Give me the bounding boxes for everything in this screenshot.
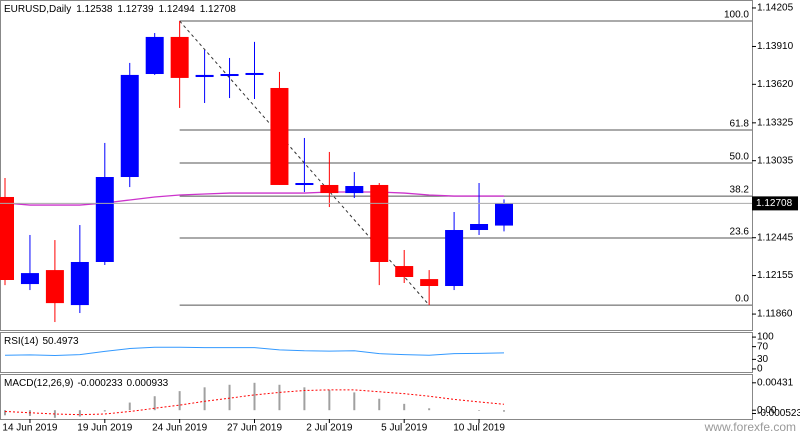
candle-body (495, 203, 513, 226)
candle-body (120, 74, 139, 178)
y-tick-label: 0.00431 (757, 377, 794, 388)
current-price: 1.12708 (756, 198, 793, 209)
candle-body (420, 279, 439, 287)
y-tick-label: -0.000523 (757, 408, 800, 419)
y-tick-label: 0.00 (757, 405, 777, 416)
y-tick-label: 1.11860 (757, 309, 793, 320)
indicator-title: MACD(12,26,9) -0.000233 0.000933 (4, 378, 169, 389)
indicator-name: RSI(14) (4, 336, 38, 347)
y-tick-label: 1.13620 (757, 79, 794, 90)
watermark: www.forexfe.com (704, 420, 796, 434)
fib-label: 23.6 (730, 227, 750, 238)
y-tick-label: 1.14205 (757, 3, 794, 14)
indicator-name: MACD(12,26,9) (4, 378, 73, 389)
rsi-pane (0, 332, 753, 373)
candle-body (45, 270, 64, 304)
header-high: 1.12739 (117, 4, 154, 15)
candle-body (270, 87, 289, 185)
candle-body (320, 184, 339, 194)
candle-body (295, 183, 314, 186)
fib-label: 50.0 (730, 152, 750, 163)
candle-body (345, 186, 364, 194)
y-tick-label: 1.13035 (757, 155, 794, 166)
y-tick-label: 30 (757, 354, 769, 365)
fib-label: 61.8 (730, 119, 750, 130)
candle-body (95, 177, 114, 262)
y-tick-label: 70 (757, 341, 769, 352)
candle-body (195, 74, 214, 78)
y-tick-label: 1.13325 (757, 117, 794, 128)
y-tick-label: 0 (757, 364, 763, 375)
y-tick-label: 1.12155 (757, 270, 794, 281)
macd-signal (4, 389, 505, 416)
x-tick-label: 5 Jul 2019 (381, 423, 428, 434)
candle-body (20, 273, 39, 285)
candle-body (0, 196, 14, 281)
macd-value: -0.000233 (77, 378, 122, 389)
candle-body (170, 36, 189, 78)
header-open: 1.12538 (76, 4, 113, 15)
rsi-line (4, 346, 505, 357)
x-tick-label: 19 Jun 2019 (77, 423, 132, 434)
candle-body (370, 184, 389, 262)
y-tick-label: 100 (757, 332, 774, 343)
moving-average (4, 191, 504, 206)
candle-body (395, 266, 414, 278)
signal-value: 0.000933 (127, 378, 169, 389)
candle-body (245, 72, 264, 75)
indicator-value: 50.4973 (42, 336, 79, 347)
macd-pane (0, 374, 753, 420)
header-low: 1.12494 (159, 4, 196, 15)
main-pane (0, 0, 753, 331)
x-tick-label: 27 Jun 2019 (227, 423, 282, 434)
fib-label: 38.2 (730, 185, 750, 196)
fib-label: 0.0 (735, 294, 749, 305)
x-tick-label: 14 Jun 2019 (2, 423, 57, 434)
x-tick-label: 24 Jun 2019 (152, 423, 207, 434)
y-tick-label: 1.13910 (757, 41, 794, 52)
price-box (752, 196, 798, 211)
indicator-title: RSI(14) 50.4973 (4, 336, 79, 347)
y-tick-label: 1.12445 (757, 232, 794, 243)
candle-body (145, 36, 164, 75)
candle-body (220, 74, 239, 77)
symbol: EURUSD,Daily (4, 4, 71, 15)
header-close: 1.12708 (200, 4, 237, 15)
candle-body (470, 224, 489, 231)
chart-title: EURUSD,Daily 1.12538 1.12739 1.12494 1.12708 (4, 4, 236, 15)
x-tick-label: 10 Jul 2019 (453, 423, 505, 434)
candle-body (445, 230, 464, 287)
candle-body (70, 261, 89, 306)
fib-label: 100.0 (724, 10, 749, 21)
x-tick-label: 2 Jul 2019 (306, 423, 353, 434)
